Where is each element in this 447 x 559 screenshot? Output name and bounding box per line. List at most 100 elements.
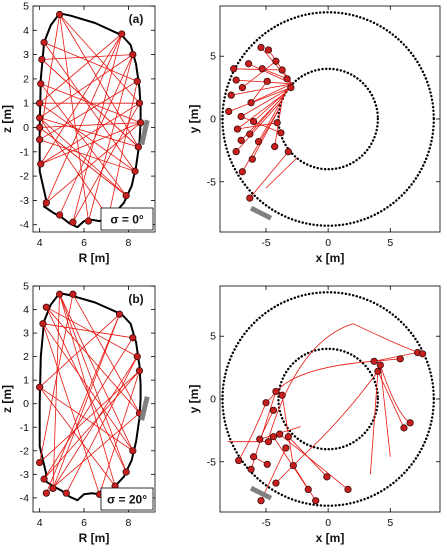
data-point bbox=[271, 143, 279, 151]
y-tick-label: -4 bbox=[20, 492, 29, 504]
data-point bbox=[56, 211, 64, 219]
data-point bbox=[248, 155, 256, 163]
x-tick-label: 0 bbox=[325, 237, 331, 249]
data-point bbox=[232, 148, 240, 156]
y-tick-label: 2 bbox=[23, 73, 29, 85]
data-point bbox=[36, 458, 44, 467]
trajectory-line bbox=[374, 352, 418, 362]
trajectory-line bbox=[250, 81, 268, 103]
trajectory-line bbox=[39, 102, 136, 172]
data-point bbox=[406, 419, 414, 427]
data-point bbox=[312, 497, 320, 505]
data-point bbox=[272, 479, 280, 487]
trajectory-line bbox=[72, 103, 140, 223]
trajectory-line bbox=[249, 151, 289, 199]
data-point bbox=[277, 129, 285, 137]
data-point bbox=[284, 433, 292, 441]
data-point bbox=[42, 303, 50, 311]
y-tick-label: -5 bbox=[207, 176, 216, 188]
x-tick-label: 8 bbox=[125, 237, 131, 249]
x-tick-label: 5 bbox=[387, 237, 393, 249]
data-point bbox=[118, 30, 126, 38]
x-tick-label: 4 bbox=[37, 517, 43, 529]
trajectory-line bbox=[265, 157, 298, 189]
trajectory-line bbox=[238, 402, 267, 461]
trajectory-line bbox=[52, 356, 138, 489]
trajectory-line bbox=[242, 60, 277, 88]
y-tick-label: 0 bbox=[210, 114, 216, 126]
sigma-box bbox=[100, 487, 154, 511]
trajectory-line bbox=[40, 102, 140, 165]
y-tick-label: 1 bbox=[23, 375, 29, 387]
trajectory-line bbox=[59, 294, 116, 487]
panel-b-poloidal: 4 6 8 -4 -3 -2 -1 0 1 2 3 4 5 R [m] z [m] (b) σ = 20° bbox=[0, 281, 156, 545]
trajectory-line bbox=[39, 33, 122, 104]
trajectory-line bbox=[250, 83, 293, 104]
data-point bbox=[238, 168, 246, 176]
camera-marker bbox=[139, 396, 150, 421]
trajectory-line bbox=[39, 314, 120, 388]
data-point bbox=[129, 51, 137, 59]
trajectory-line bbox=[42, 323, 100, 495]
data-point bbox=[36, 123, 44, 132]
y-tick-label: 0 bbox=[23, 398, 29, 410]
data-point bbox=[135, 367, 144, 375]
data-point bbox=[278, 391, 286, 399]
data-point bbox=[56, 290, 64, 298]
y-tick-label: -3 bbox=[20, 195, 29, 207]
y-tick-label: -2 bbox=[20, 445, 29, 457]
data-point bbox=[36, 114, 44, 122]
trajectory-line bbox=[42, 323, 134, 452]
data-point bbox=[304, 485, 312, 493]
x-axis-label: R [m] bbox=[79, 531, 110, 545]
y-tick-label: 0 bbox=[210, 394, 216, 406]
data-point bbox=[257, 497, 265, 505]
data-point bbox=[273, 119, 281, 127]
y-axis-label: y [m] bbox=[187, 385, 201, 414]
data-point bbox=[370, 357, 378, 365]
x-tick-label: 0 bbox=[325, 517, 331, 529]
trajectory-line bbox=[39, 122, 141, 128]
trajectory-line bbox=[88, 54, 134, 222]
plot-area bbox=[36, 10, 150, 229]
trajectory-line bbox=[39, 117, 109, 218]
trajectory-line bbox=[59, 294, 134, 451]
data-point bbox=[376, 361, 384, 369]
x-tick-label: -5 bbox=[261, 517, 270, 529]
panel-label: (b) bbox=[128, 292, 143, 306]
data-point bbox=[42, 489, 50, 497]
data-point bbox=[225, 107, 233, 116]
trajectory-line bbox=[275, 371, 379, 484]
data-point bbox=[247, 465, 255, 473]
y-tick-label: -1 bbox=[20, 146, 29, 158]
axes-frame bbox=[32, 285, 156, 513]
data-point bbox=[418, 350, 427, 358]
x-tick-label: 4 bbox=[37, 237, 43, 249]
data-point bbox=[122, 468, 130, 476]
y-tick-label: 5 bbox=[210, 331, 216, 343]
y-tick-label: 0 bbox=[23, 122, 29, 134]
y-axis-label: z [m] bbox=[0, 385, 14, 413]
trajectory-line bbox=[279, 433, 349, 490]
data-point bbox=[232, 76, 240, 84]
data-point bbox=[133, 353, 141, 361]
panel-b-top-view: -5 0 5 -5 0 5 x [m] y [m] bbox=[187, 285, 441, 545]
data-point bbox=[129, 447, 137, 455]
plot-area bbox=[36, 290, 150, 502]
data-point bbox=[244, 60, 253, 68]
data-point bbox=[129, 334, 137, 342]
trajectory-line bbox=[379, 365, 391, 457]
data-point bbox=[282, 444, 290, 452]
data-point bbox=[254, 138, 263, 146]
data-point bbox=[272, 387, 280, 396]
data-point bbox=[344, 485, 352, 493]
panel-a-poloidal: 4 6 8 -4 -3 -2 -1 0 1 2 3 4 5 R [m] z [m] (a) σ = 0° bbox=[0, 1, 156, 265]
y-tick-label: 4 bbox=[23, 304, 29, 316]
trajectory-line bbox=[262, 68, 288, 80]
data-point bbox=[246, 130, 254, 138]
trajectory-line bbox=[45, 306, 140, 414]
trajectory-line bbox=[40, 83, 127, 196]
y-tick-label: 4 bbox=[23, 25, 29, 37]
trajectory-line bbox=[52, 314, 120, 489]
x-axis-label: x [m] bbox=[316, 531, 345, 545]
